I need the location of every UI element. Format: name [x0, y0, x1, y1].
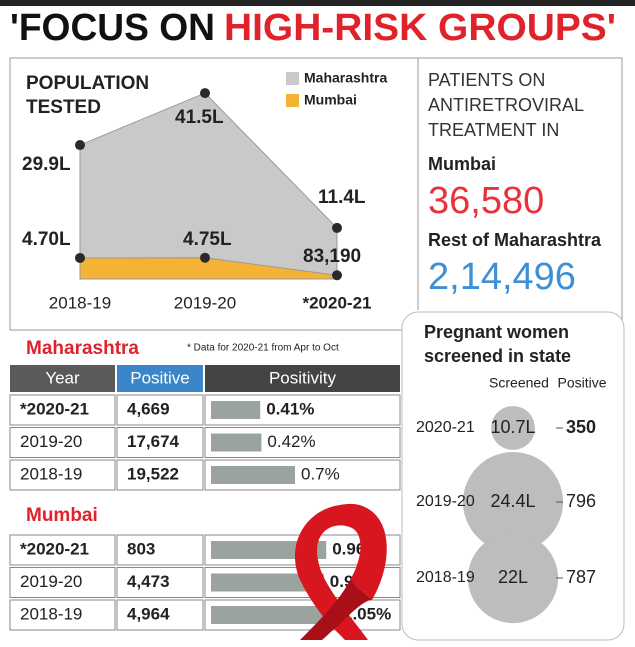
table-title: Mumbai	[26, 505, 98, 526]
cell	[116, 427, 204, 458]
cell	[116, 599, 204, 631]
x-tick-label: *2020-21	[302, 293, 371, 312]
bubble-label: 24.4L	[490, 491, 535, 511]
header-label: Positive	[130, 368, 190, 387]
bubble-year: 2020-21	[416, 419, 475, 436]
cell-text: 2019-20	[20, 432, 82, 451]
bubble-label: 10.7L	[490, 417, 535, 437]
cell	[9, 394, 116, 426]
bubble	[491, 406, 535, 450]
art-rest-value: 2,14,496	[428, 256, 576, 298]
cell	[9, 427, 116, 458]
ribbon	[294, 503, 387, 640]
header-cell	[117, 365, 203, 392]
cell	[116, 459, 204, 491]
cell-text: 4,669	[127, 399, 170, 418]
cell-text: *2020-21	[20, 539, 89, 558]
column-header: Positive	[557, 375, 606, 391]
positivity-label: 0.41%	[266, 399, 314, 418]
bubble-year: 2018-19	[416, 569, 475, 586]
positivity-bar	[211, 433, 262, 452]
bubble-year: 2019-20	[416, 493, 475, 510]
title-part1: 'FOCUS ON	[10, 7, 215, 49]
title-part2: HIGH-RISK GROUPS'	[224, 7, 616, 49]
point	[75, 140, 85, 151]
top-rule	[0, 0, 635, 6]
cell-text: *2020-21	[20, 399, 89, 418]
positive-count: 787	[566, 567, 596, 587]
legend-swatch	[286, 72, 299, 85]
cell-text: 4,964	[127, 604, 170, 623]
point	[332, 270, 342, 281]
header-label: Year	[45, 368, 80, 387]
positivity-bar	[211, 466, 295, 484]
table-note: * Data for 2020-21 from Apr to Oct	[187, 343, 339, 354]
data-label: 41.5L	[175, 107, 224, 128]
art-mumbai-label: Mumbai	[428, 154, 497, 174]
cell	[116, 394, 204, 426]
data-label: 4.75L	[183, 229, 232, 250]
point	[200, 88, 210, 99]
bubble-label: 22L	[498, 567, 528, 587]
positivity-bar	[211, 573, 324, 592]
art-rest-label: Rest of Maharashtra	[428, 230, 602, 250]
data-label: 29.9L	[22, 154, 71, 175]
positive-count: 350	[566, 417, 596, 437]
cell-text: 19,522	[127, 464, 179, 483]
column-header: Screened	[489, 375, 549, 391]
x-tick-label: 2019-20	[174, 293, 236, 312]
header-cell	[10, 365, 115, 392]
cell-text: 17,674	[127, 432, 180, 451]
header-label: Positivity	[269, 368, 337, 387]
legend-label: Mumbai	[304, 92, 357, 108]
art-heading: PATIENTS ON ANTIRETROVIRAL TREATMENT IN	[428, 70, 584, 140]
legend-label: Maharashtra	[304, 70, 387, 86]
cell	[9, 534, 116, 566]
cell	[9, 599, 116, 631]
panel-title: Pregnant women screened in state	[424, 322, 572, 366]
art-mumbai-value: 36,580	[428, 180, 545, 222]
positivity-label: 0.7%	[301, 464, 340, 483]
chart-title: POPULATION TESTED	[26, 73, 150, 118]
cell-text: 2019-20	[20, 572, 82, 591]
positivity-label: 0.42%	[267, 432, 315, 451]
cell-text: 4,473	[127, 572, 170, 591]
positivity-bar	[211, 606, 337, 624]
cell-text: 803	[127, 539, 155, 558]
cell	[116, 534, 204, 566]
table-title: Maharashtra	[26, 338, 139, 359]
x-tick-label: 2018-19	[49, 293, 111, 312]
positive-count: 796	[566, 491, 596, 511]
data-label: 11.4L	[318, 187, 366, 208]
cell-text: 2018-19	[20, 464, 82, 483]
top-frame	[9, 57, 623, 331]
pregnant-panel: Screened Positive 2020-21 10.7L 350 2019-20 24…	[401, 311, 625, 641]
data-label: 83,190	[303, 246, 361, 267]
area-chart: 29.9L 41.5L 11.4L 4.70L 4.75L 83,190 2018-19 20…	[22, 70, 387, 313]
positivity-bar	[211, 401, 261, 419]
cell	[9, 567, 116, 598]
legend-swatch	[286, 94, 299, 107]
point	[200, 252, 210, 263]
bubble	[467, 532, 559, 624]
point	[75, 252, 85, 263]
tables: * Data for 2020-21 from Apr to Oct Year Po…	[9, 338, 401, 631]
data-label: 4.70L	[22, 229, 71, 250]
cell	[9, 459, 116, 491]
point	[332, 222, 342, 233]
header-cell	[205, 365, 400, 392]
cell	[116, 567, 204, 598]
bubble	[462, 451, 564, 553]
cell-text: 2018-19	[20, 604, 82, 623]
